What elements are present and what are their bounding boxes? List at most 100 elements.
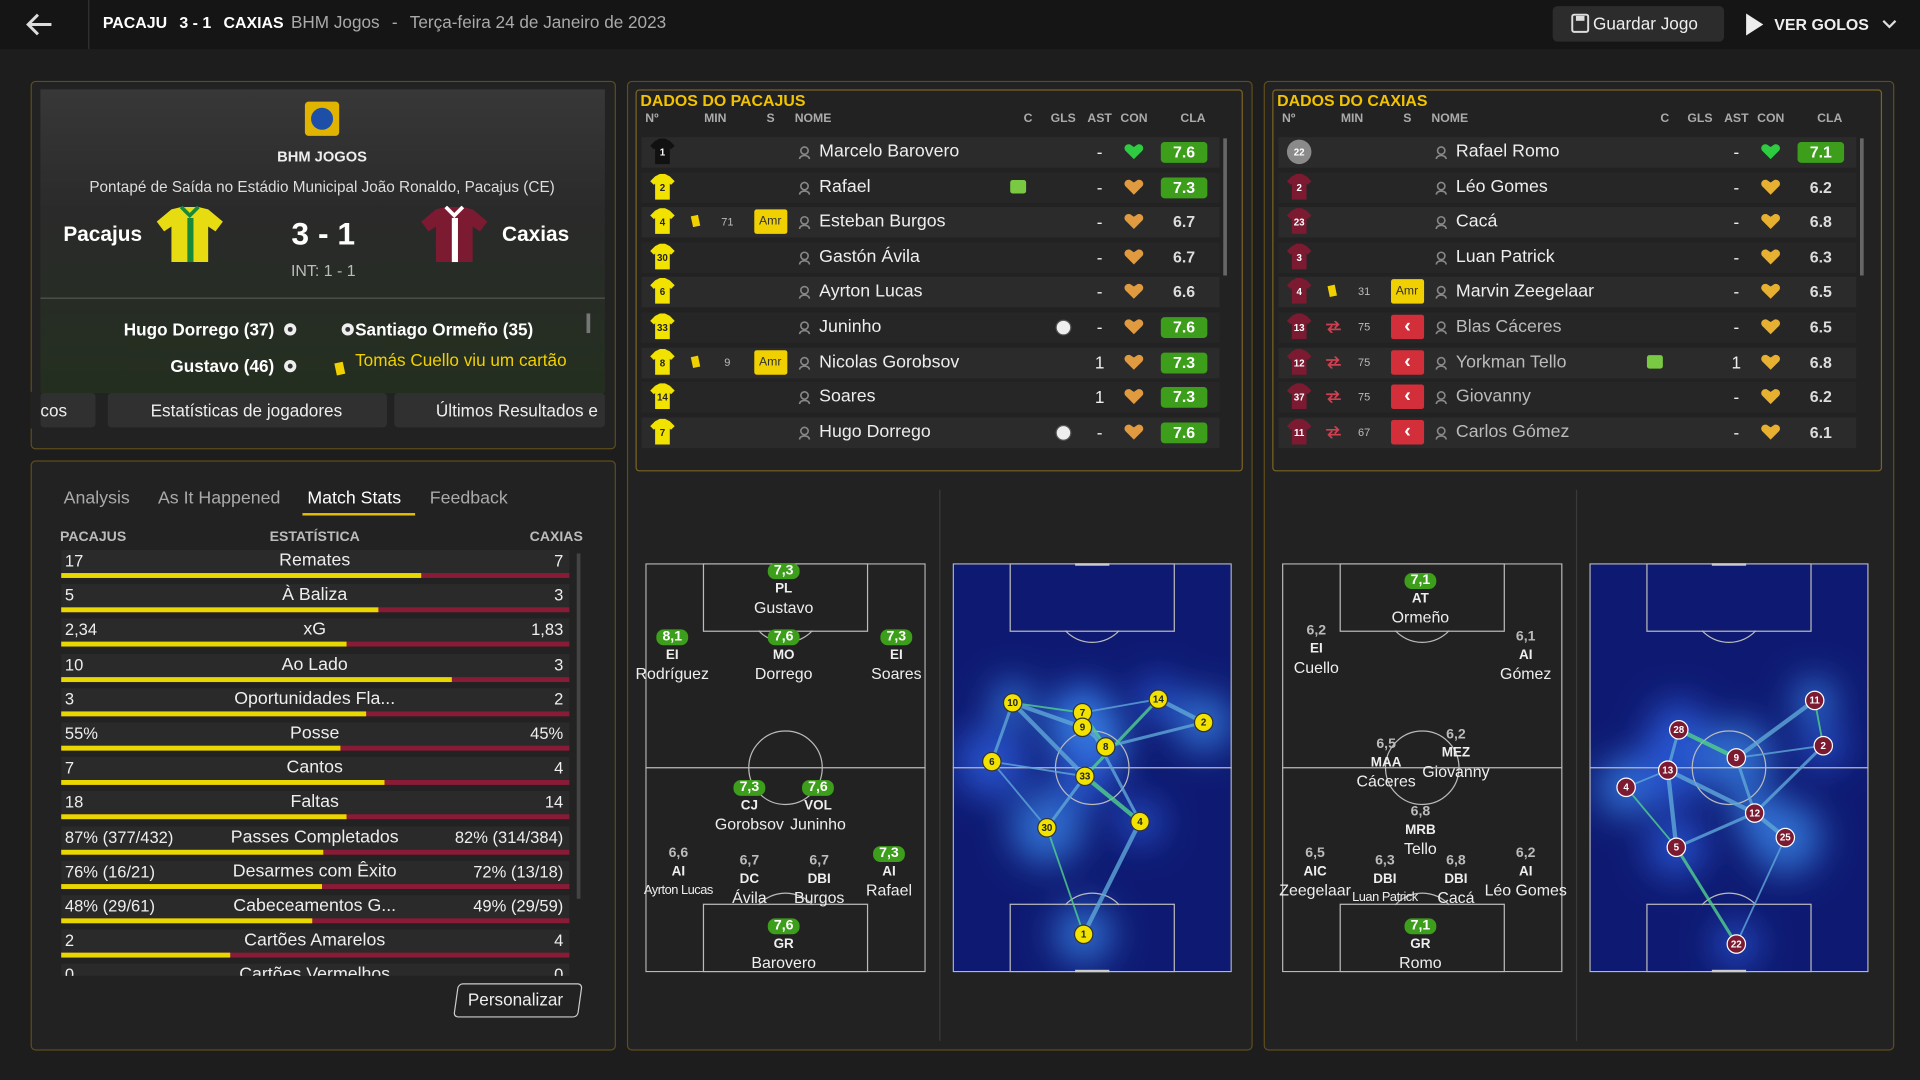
formation-rating: 8,1 <box>662 629 683 645</box>
player-node <box>1744 803 1765 823</box>
play-icon <box>1746 13 1764 36</box>
icon <box>345 326 351 332</box>
assists: - <box>1733 142 1740 162</box>
row-bg <box>1278 207 1857 238</box>
rating: 7.3 <box>1173 177 1196 197</box>
home-team: PACAJU <box>102 13 168 32</box>
shirt: 8 <box>650 348 675 375</box>
stat-bar <box>61 642 570 648</box>
penalty-box <box>1339 903 1505 973</box>
icon <box>800 181 809 191</box>
player-node <box>1657 760 1678 781</box>
icon <box>1124 389 1144 405</box>
shirt-shape <box>650 313 675 340</box>
formation-rating: 6,2 <box>1306 623 1327 638</box>
link-button[interactable] <box>107 393 387 428</box>
stats-tab[interactable]: Feedback <box>429 488 508 509</box>
rating: 6.6 <box>1173 282 1196 302</box>
formation-position: AIC <box>1303 864 1327 880</box>
formation-name: Gorobsov <box>714 814 784 834</box>
stat-bar <box>61 607 570 613</box>
stat-away: 0 <box>554 965 564 976</box>
icon <box>1761 214 1780 230</box>
home-name: Pacajus <box>63 222 143 247</box>
minute: 75 <box>1357 355 1371 369</box>
back-button[interactable] <box>24 12 53 36</box>
formation-rating: 7,1 <box>1410 573 1431 588</box>
col-head: PACAJUS <box>60 530 127 545</box>
rating-badge <box>1797 142 1845 163</box>
shirt-number: 22 <box>1294 148 1305 159</box>
stats-tab[interactable]: Match Stats <box>307 488 402 509</box>
icon <box>1124 424 1144 440</box>
shirt: 30 <box>650 243 675 270</box>
player-name: Blas Cáceres <box>1455 317 1562 337</box>
heatmap: 10 7 9 14 2 6 8 33 30 4 1 <box>952 563 1232 973</box>
stats-tab[interactable]: Analysis <box>63 488 130 509</box>
stat-bar <box>61 780 570 786</box>
away-event: Santiago Ormeño (35) <box>355 319 534 340</box>
stats-tab[interactable]: As It Happened <box>157 488 281 509</box>
formation-name: Léo Gomes <box>1484 881 1567 900</box>
stat-bar-home <box>61 711 367 717</box>
pass-line <box>1010 700 1088 779</box>
goals-button[interactable]: VER GOLOS <box>1774 15 1869 34</box>
shirt-shape <box>650 348 675 375</box>
link-button[interactable] <box>394 393 605 428</box>
formation-name: Rafael <box>865 881 912 900</box>
formation-name: Soares <box>871 664 922 683</box>
goal <box>1075 969 1110 973</box>
assists: - <box>1096 422 1103 442</box>
link-label: Estatísticas de jogadores <box>150 400 343 421</box>
lineup-col: MIN <box>704 112 727 126</box>
formation-name: Cáceres <box>1356 772 1416 791</box>
logo <box>311 107 334 130</box>
stat-away: 1,83 <box>531 620 564 640</box>
match-title: PACAJU 3 - 1 CAXIAS BHM Jogos - Terça-feira 2… <box>103 12 666 32</box>
arc <box>1064 630 1120 643</box>
node-number: 30 <box>1041 823 1052 834</box>
save-label: Guardar Jogo <box>1593 13 1698 34</box>
stat-home: 7 <box>64 758 75 778</box>
sub-badge: ‹ <box>1391 349 1425 375</box>
stat-bar <box>61 573 570 578</box>
stat-bar-home <box>61 952 231 958</box>
stat-home: 3 <box>64 689 75 709</box>
stat-bar-home <box>61 676 453 682</box>
save-button[interactable] <box>1552 6 1725 42</box>
goal-icon <box>284 360 297 373</box>
icon <box>1124 144 1144 160</box>
player-node <box>1002 693 1023 713</box>
shirt-number: 30 <box>657 253 668 264</box>
node-number: 14 <box>1153 694 1164 705</box>
shirt-number: 11 <box>1294 428 1305 439</box>
link-button[interactable] <box>40 393 96 428</box>
person-icon <box>798 321 811 335</box>
shirt: 2 <box>650 173 675 200</box>
score: 3 - 1 <box>291 214 356 252</box>
shirt-shape <box>650 278 675 305</box>
shirt: 22 <box>1286 139 1312 165</box>
player-node <box>1075 766 1095 787</box>
pass-line <box>1625 786 1678 849</box>
formation-name: Barovero <box>751 953 816 972</box>
save-icon <box>1571 13 1590 33</box>
shirt: 6 <box>650 278 675 305</box>
player-name: Marvin Zeegelaar <box>1455 282 1595 302</box>
stat-row-bg <box>61 687 570 713</box>
pass-line <box>1753 744 1825 815</box>
player-node <box>1668 720 1689 740</box>
assists: - <box>1096 317 1103 337</box>
pass-line <box>1010 700 1085 730</box>
stat-away: 14 <box>544 793 564 812</box>
morale-icon <box>1761 179 1780 195</box>
shirt-number: 13 <box>1294 323 1305 334</box>
away-event: Tomás Cuello viu um cartão <box>355 350 567 370</box>
sub-label: Amr <box>1395 285 1419 299</box>
sub-label: Amr <box>758 355 782 369</box>
stat-home: 0 <box>64 965 75 976</box>
formation-name: Gómez <box>1500 664 1552 683</box>
shirt-shape <box>1286 139 1312 165</box>
pass-line <box>1011 701 1084 714</box>
formation-position: GR <box>1410 936 1431 952</box>
